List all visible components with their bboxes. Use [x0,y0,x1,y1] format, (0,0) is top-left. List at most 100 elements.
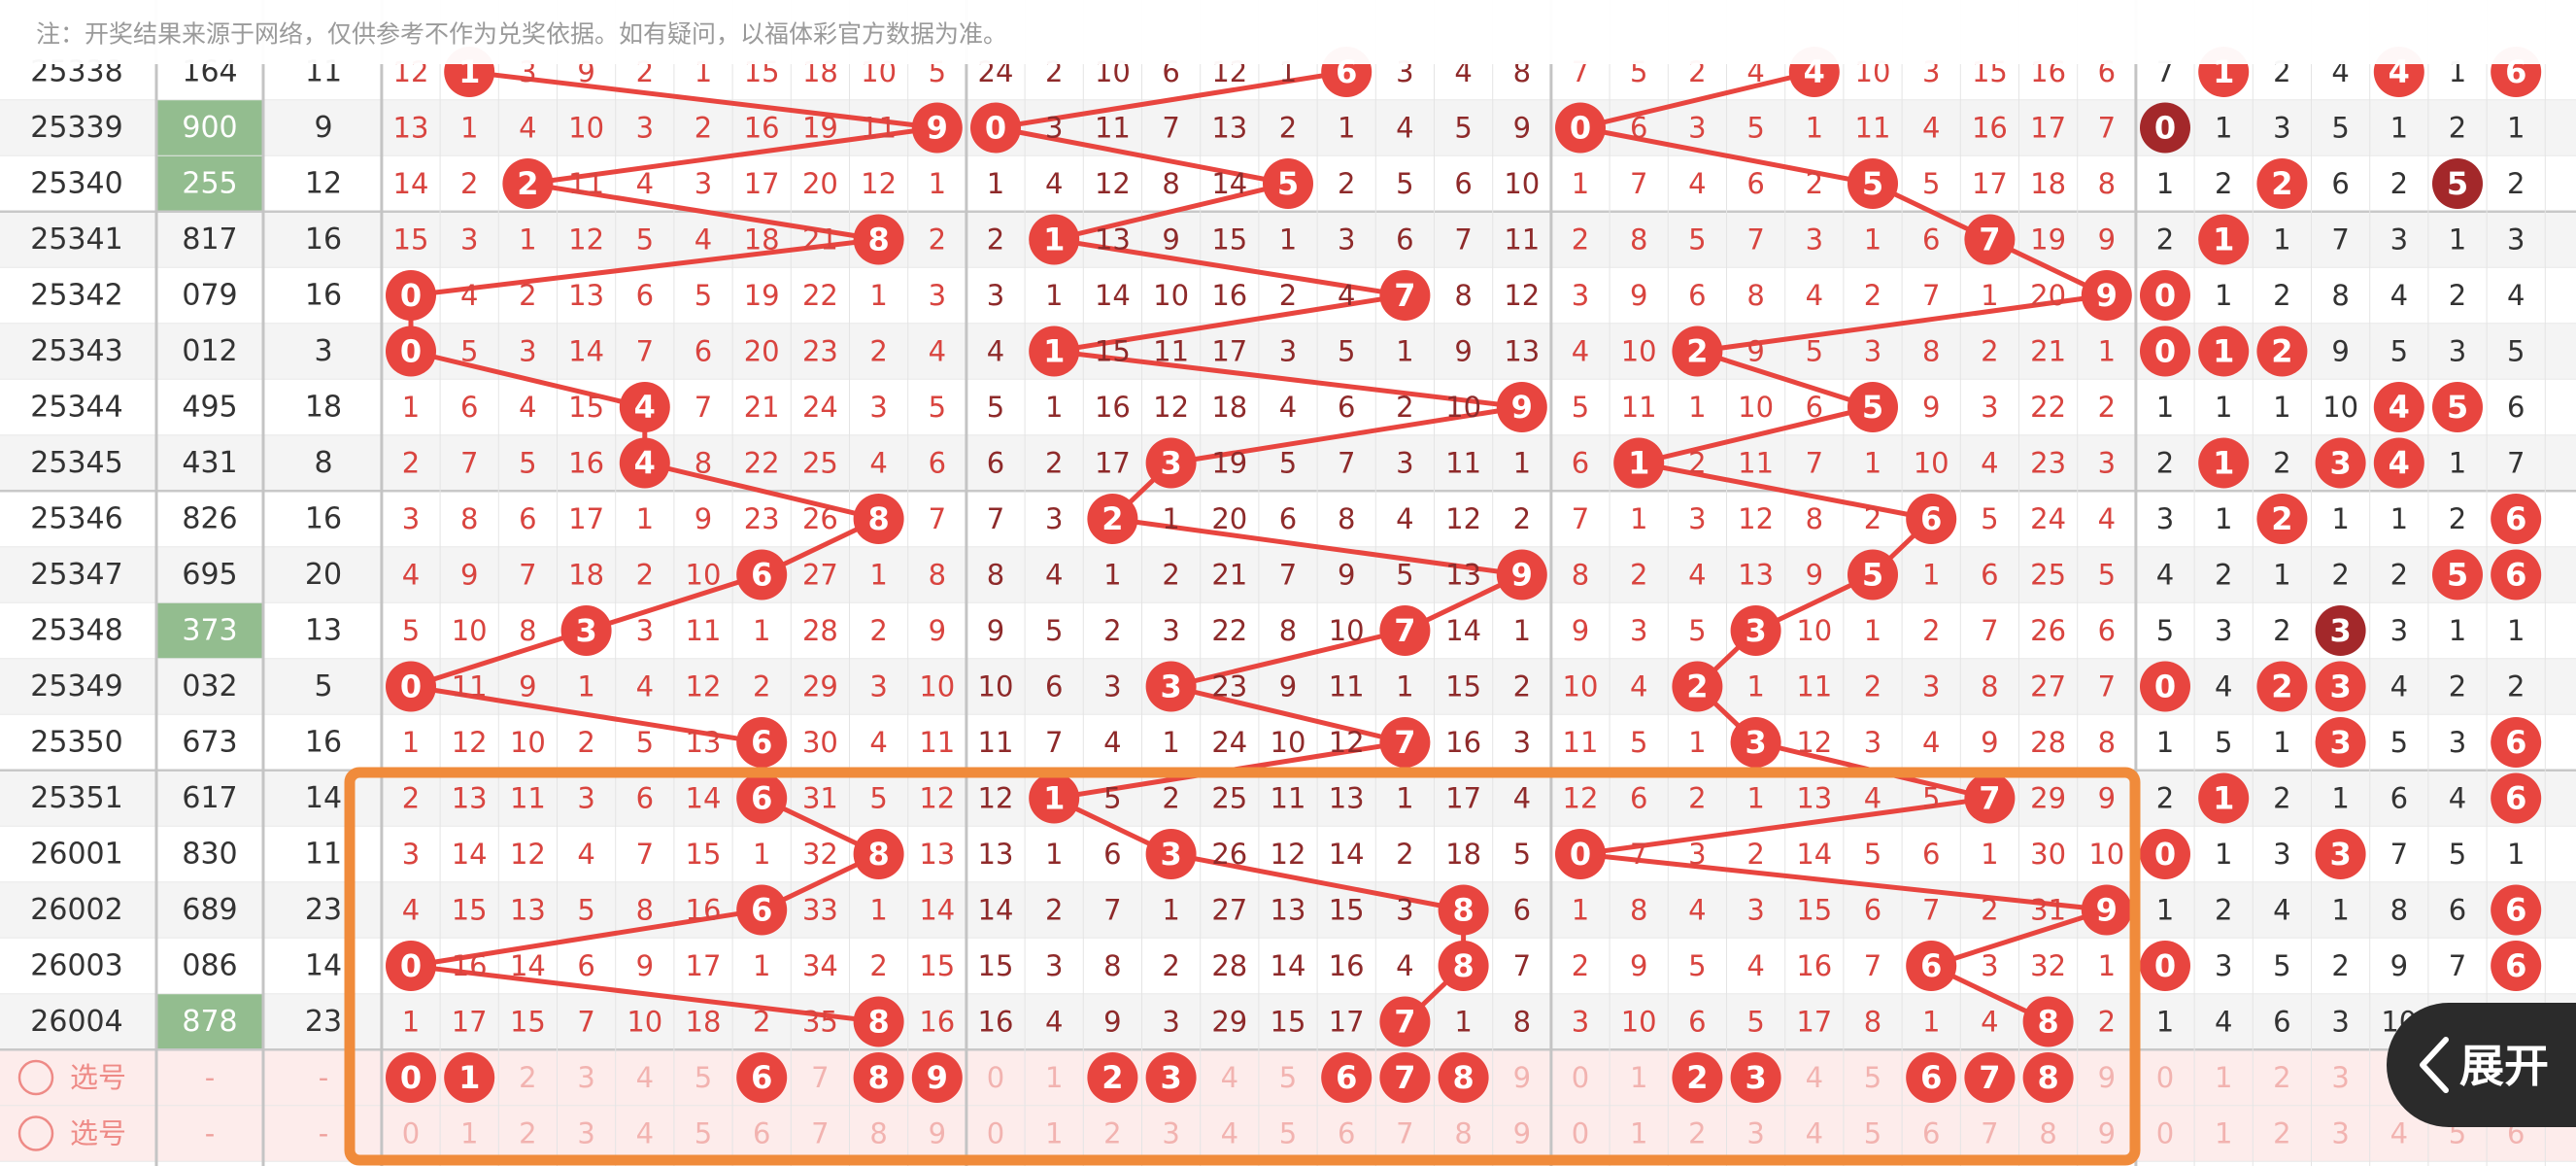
distribution-omission: 2 [2273,614,2290,647]
distribution-omission: 2 [2449,502,2466,535]
sum: 23 [305,1005,342,1039]
omission: 7 [987,502,1004,535]
omission: 1 [1922,559,1940,592]
omission: 2 [1045,447,1063,480]
omission: 12 [686,670,722,703]
omission: 6 [1572,447,1589,480]
omission: 6 [1688,1006,1706,1039]
omission: 4 [695,223,712,257]
distribution-omission: 2 [2331,559,2349,592]
omission: 9 [519,670,536,703]
distribution-hit: 0 [2154,110,2176,147]
omission: 32 [2030,949,2066,982]
position-hit-ball [1029,214,1080,265]
omission: 4 [869,726,887,759]
omission: 1 [1454,1006,1472,1039]
radio[interactable] [17,1059,54,1096]
omission: 6 [987,447,1004,480]
omission: 7 [519,559,536,592]
distribution-hit: 1 [2213,780,2234,817]
omission: 12 [1796,726,1832,759]
omission: 12 [568,223,604,257]
omission: 16 [686,894,722,927]
position-hit: 7 [1979,780,2000,817]
omission: 10 [1796,614,1832,647]
draw-number: 689 [182,893,237,927]
distribution-omission: 7 [2449,949,2466,982]
omission: 7 [577,1006,594,1039]
omission: 6 [1338,391,1355,424]
sum: 5 [314,669,332,703]
omission: 1 [753,949,770,982]
omission: 1 [1688,391,1706,424]
omission: 9 [695,502,712,535]
omission: 7 [1162,112,1179,145]
omission: 5 [460,335,478,368]
picker-digit: 7 [811,1117,829,1150]
distribution-omission: 1 [2215,502,2232,535]
omission: 15 [1329,894,1365,927]
expand-label[interactable]: 展开 [2459,1040,2549,1092]
omission: 4 [1572,335,1589,368]
omission: 7 [695,391,712,424]
omission: 12 [1271,838,1306,871]
omission: 3 [577,782,594,815]
picker-digit: 2 [519,1061,536,1094]
draw-number: 900 [182,111,237,145]
position-hit: 6 [751,724,772,761]
omission: 5 [1103,782,1121,815]
issue: 25345 [30,446,122,480]
omission: 10 [1504,167,1540,200]
picker-digit-selected: 8 [1452,1059,1474,1096]
omission: 2 [1572,949,1589,982]
position-hit: 3 [1160,445,1181,482]
omission: 1 [753,614,770,647]
position-hit-ball [970,102,1021,154]
omission: 28 [1211,949,1247,982]
distribution-hit: 5 [2447,165,2468,202]
omission: 33 [802,894,838,927]
radio[interactable] [17,1115,54,1151]
position-hit: 8 [1452,892,1474,929]
position-hit-ball [1496,382,1547,432]
row-background [0,211,2576,268]
position-hit: 8 [867,836,889,873]
omission: 11 [1796,670,1832,703]
omission: 2 [2098,391,2116,424]
position-hit-ball [1847,382,1898,432]
position-hit-ball [1145,829,1197,879]
distribution-omission: 3 [2156,502,2174,535]
omission: 12 [1329,726,1365,759]
distribution-hit-ball [2491,549,2542,600]
picker-digit-selected-ball [1672,1052,1723,1103]
omission: 2 [402,782,420,815]
sum: 16 [305,279,342,313]
distribution-hit-ball [2140,326,2190,377]
position-hit: 1 [1043,222,1065,258]
omission: 8 [460,502,478,535]
omission: 19 [2030,223,2066,257]
distribution-hit: 3 [2329,445,2351,482]
row-background [0,379,2576,435]
distribution-omission: 3 [2390,223,2408,257]
omission: 23 [2030,447,2066,480]
distribution-hit: 1 [2213,222,2234,258]
omission: 1 [1981,279,1998,312]
expand-button[interactable] [2387,1003,2576,1127]
omission: 4 [1630,670,1647,703]
omission: 4 [1688,559,1706,592]
omission: 12 [1504,279,1540,312]
position-hit-ball [1379,270,1431,321]
distribution-omission: 4 [2449,782,2466,815]
omission: 6 [1630,782,1647,815]
distribution-omission: 1 [2156,1006,2174,1039]
omission: 2 [869,614,887,647]
distribution-omission: 2 [2390,559,2408,592]
picker-digit: 0 [987,1117,1004,1150]
omission: 6 [1279,502,1297,535]
omission: 16 [568,447,604,480]
omission: 9 [1746,335,1764,368]
omission: 1 [1922,1006,1940,1039]
distribution-omission: 2 [2390,167,2408,200]
